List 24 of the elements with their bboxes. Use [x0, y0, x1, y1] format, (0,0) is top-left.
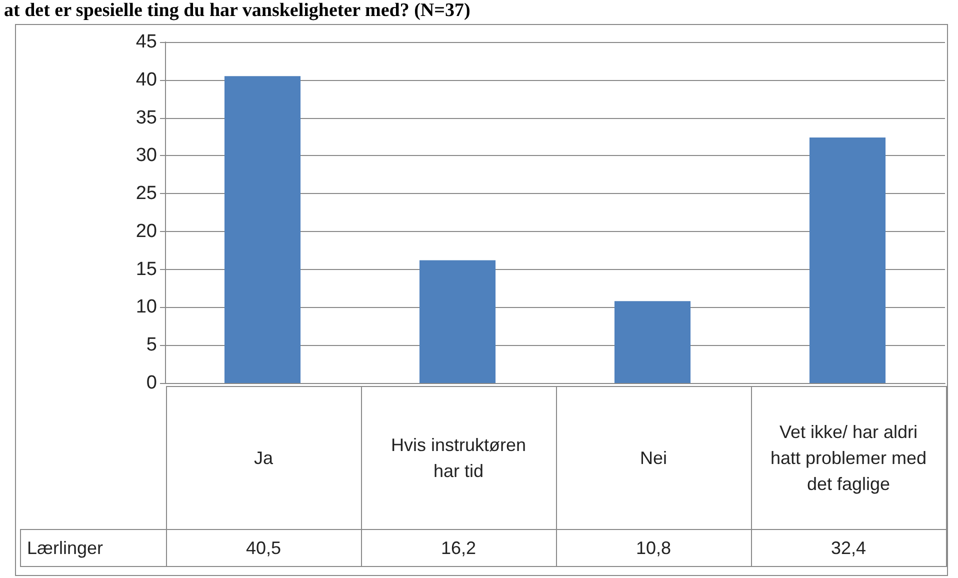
data-label: 40,5: [166, 530, 361, 566]
y-tick-label: 10: [136, 296, 157, 318]
y-tick-label: 15: [136, 258, 157, 280]
y-tick-label: 25: [136, 183, 157, 204]
x-tick-label: Vet ikke/ har aldri hatt problemer med det faglige: [751, 386, 946, 530]
y-tick-label: 0: [146, 372, 157, 394]
data-label: 10,8: [556, 530, 751, 566]
y-tick-label: 5: [146, 334, 157, 356]
y-tick-label: 40: [136, 69, 157, 90]
text: Lærlinger: [20, 530, 166, 566]
data-label: 16,2: [361, 530, 556, 566]
y-tick-label: 30: [136, 145, 157, 166]
x-tick-label: Ja: [166, 386, 361, 530]
data-label: 32,4: [751, 530, 946, 566]
bar: [224, 76, 301, 383]
bar: [809, 137, 886, 383]
y-tick-label: 35: [136, 107, 157, 128]
y-tick-label: 20: [136, 220, 157, 242]
bar: [614, 301, 691, 383]
y-tick-label: 45: [136, 32, 157, 52]
x-tick-label: Nei: [556, 386, 751, 530]
x-tick-label: Hvis instruktøren har tid: [361, 386, 556, 530]
chart-title: at det er spesielle ting du har vanskeligheter med? (N=37): [3, 0, 472, 22]
bar: [419, 260, 496, 383]
